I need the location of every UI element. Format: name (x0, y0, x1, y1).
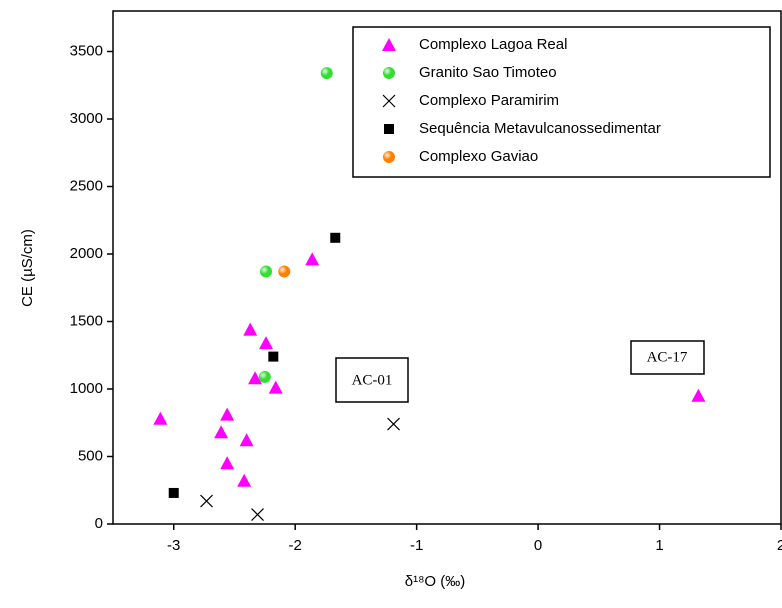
point (305, 252, 320, 266)
point (220, 407, 235, 421)
point (384, 124, 394, 134)
y-tick-label: 1000 (70, 380, 103, 397)
point (153, 411, 168, 425)
legend-label: Sequência Metavulcanossedimentar (419, 120, 661, 137)
x-tick-label: 1 (655, 537, 663, 554)
point (330, 232, 341, 243)
legend-box (352, 26, 771, 178)
point (383, 67, 395, 79)
point (200, 494, 213, 508)
point (268, 351, 279, 362)
x-axis-label: δ¹⁸O (‰) (405, 573, 466, 590)
annotation: AC-01 (352, 372, 393, 388)
annotation: AC-17 (647, 349, 688, 365)
point (691, 388, 706, 402)
annotation-box (335, 357, 409, 403)
x-tick-label: -1 (410, 537, 423, 554)
point-shine (383, 67, 395, 79)
point (268, 380, 283, 394)
annotation-box (630, 340, 705, 375)
y-tick-label: 0 (95, 515, 103, 532)
y-axis-label: CE (µS/cm) (19, 229, 36, 307)
legend-label: Complexo Paramirim (419, 92, 559, 109)
point (239, 433, 254, 447)
point (387, 417, 400, 431)
point-shine (258, 370, 271, 383)
point-shine (320, 67, 333, 80)
legend-label: Complexo Lagoa Real (419, 36, 567, 53)
point (320, 67, 333, 80)
point-shine (278, 265, 291, 278)
point (168, 487, 179, 498)
point-shine (260, 265, 273, 278)
x-tick-label: -3 (167, 537, 180, 554)
plot-frame (112, 10, 782, 525)
point (382, 38, 396, 51)
point-shine (383, 151, 395, 163)
legend-label: Complexo Gaviao (419, 148, 538, 165)
y-tick-label: 2500 (70, 177, 103, 194)
point (243, 322, 258, 336)
y-tick-label: 1500 (70, 312, 103, 329)
point (248, 371, 263, 385)
point (237, 473, 252, 487)
x-tick-label: -2 (289, 537, 302, 554)
point (220, 456, 235, 470)
point (214, 425, 229, 439)
y-tick-label: 500 (78, 447, 103, 464)
point (260, 265, 273, 278)
y-tick-label: 2000 (70, 245, 103, 262)
legend-label: Granito Sao Timoteo (419, 64, 557, 81)
x-tick-label: 0 (534, 537, 542, 554)
point (259, 336, 274, 350)
y-tick-label: 3000 (70, 110, 103, 127)
point (278, 265, 291, 278)
x-tick-label: 2 (777, 537, 782, 554)
y-tick-label: 3500 (70, 42, 103, 59)
point (382, 94, 396, 108)
point (383, 151, 395, 163)
point (251, 508, 264, 521)
point (258, 370, 271, 383)
